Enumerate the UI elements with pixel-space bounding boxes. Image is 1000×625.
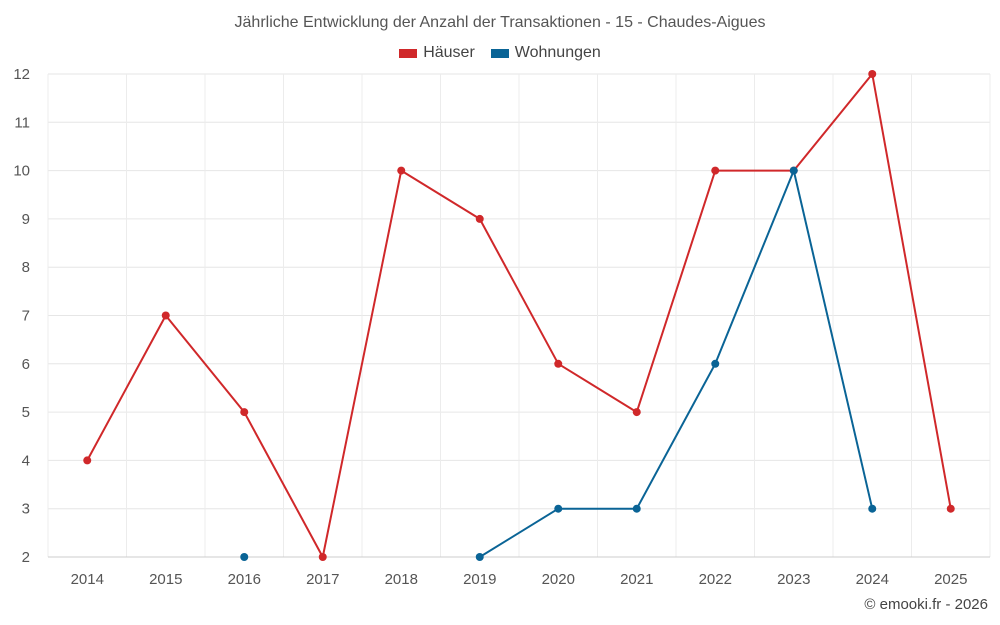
y-tick-label: 4 [22,452,30,469]
y-tick-label: 11 [14,114,30,131]
data-point-haeuser[interactable] [554,359,563,368]
y-tick-label: 12 [13,66,30,83]
data-point-haeuser[interactable] [711,166,720,175]
data-point-haeuser[interactable] [318,553,327,561]
x-tick-label: 2019 [463,571,496,588]
legend-label-wohnungen: Wohnungen [514,44,601,61]
x-tick-label: 2024 [856,571,889,588]
x-tick-label: 2016 [228,571,261,588]
y-tick-label: 2 [22,549,30,566]
y-tick-label: 6 [22,356,30,373]
x-tick-label: 2014 [71,571,104,588]
data-point-wohnungen[interactable] [240,553,249,561]
y-tick-label: 3 [22,501,30,518]
data-point-wohnungen[interactable] [789,166,798,175]
data-point-haeuser[interactable] [868,70,877,78]
series-wohnungen [240,166,877,561]
data-point-haeuser[interactable] [397,166,406,175]
x-tick-label: 2023 [777,571,810,588]
series-layer [83,70,955,561]
legend-label-haeuser: Häuser [423,44,475,61]
x-tick-label: 2025 [934,571,967,588]
data-point-wohnungen[interactable] [868,504,877,513]
y-tick-label: 10 [13,163,30,180]
copyright-text: © emooki.fr - 2026 [864,596,988,613]
x-tick-label: 2018 [385,571,418,588]
x-tick-label: 2015 [149,571,182,588]
x-tick-label: 2021 [620,571,653,588]
legend-swatch-wohnungen [490,48,509,58]
legend-item-wohnungen[interactable]: Wohnungen [490,44,601,62]
data-point-haeuser[interactable] [240,408,249,417]
legend-swatch-haeuser [399,48,418,58]
legend: Häuser Wohnungen [0,44,1000,62]
data-point-haeuser[interactable] [83,456,92,465]
data-point-haeuser[interactable] [946,504,955,513]
legend-item-haeuser[interactable]: Häuser [399,44,475,62]
data-point-wohnungen[interactable] [632,504,641,513]
x-tick-label: 2020 [542,571,575,588]
y-tick-label: 9 [22,211,30,228]
x-tick-label: 2017 [306,571,339,588]
y-tick-label: 8 [22,259,30,276]
x-tick-label: 2022 [699,571,732,588]
y-tick-label: 7 [22,308,30,325]
data-point-haeuser[interactable] [161,311,170,320]
chart-title: Jährliche Entwicklung der Anzahl der Tra… [234,14,766,31]
data-point-wohnungen[interactable] [475,553,484,561]
data-point-wohnungen[interactable] [711,359,720,368]
data-point-haeuser[interactable] [475,214,484,223]
series-line-wohnungen [479,169,874,558]
data-point-haeuser[interactable] [632,408,641,417]
series-line-haeuser [86,73,952,558]
y-tick-label: 5 [22,404,30,421]
data-point-wohnungen[interactable] [554,504,563,513]
grid [47,73,991,558]
axes: 2 3 4 5 6 7 8 9 10 11 12 2014 2015 2016 2017 2018 2019 20… [13,66,990,588]
